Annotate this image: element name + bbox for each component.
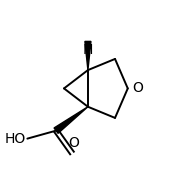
Text: O: O	[132, 81, 143, 96]
Polygon shape	[85, 41, 91, 70]
Text: O: O	[68, 136, 79, 150]
Polygon shape	[54, 107, 88, 133]
Text: HO: HO	[5, 132, 26, 146]
Text: H: H	[83, 43, 93, 57]
